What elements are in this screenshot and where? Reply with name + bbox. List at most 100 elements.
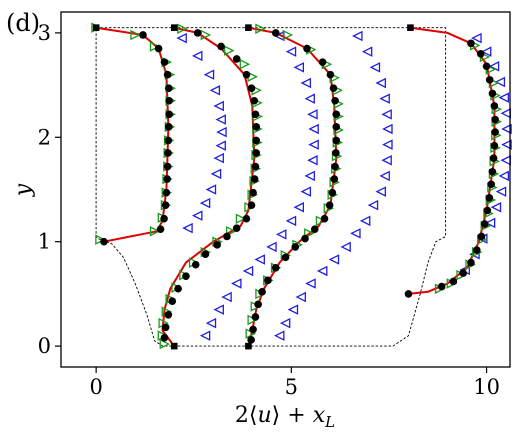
square-point xyxy=(245,24,252,31)
circle-point xyxy=(482,62,491,71)
domain-boundary xyxy=(95,27,447,347)
blue-triangle-point xyxy=(285,46,297,57)
blue-triangle-point xyxy=(242,265,254,277)
circle-point xyxy=(252,123,261,131)
profile-curve xyxy=(247,26,338,347)
blue-triangle-point xyxy=(203,69,215,80)
blue-triangle-point xyxy=(293,62,305,73)
x-axis-label: 2⟨u⟩ + xL xyxy=(235,403,335,431)
profile-curve xyxy=(408,26,496,295)
circle-point xyxy=(476,49,485,58)
circle-point xyxy=(489,154,498,162)
circle-point xyxy=(487,180,496,189)
circle-point xyxy=(490,141,499,150)
blue-triangle-point xyxy=(495,186,507,197)
circle-point xyxy=(247,201,256,209)
blue-triangle-point xyxy=(501,123,512,135)
circle-point xyxy=(271,29,280,37)
blue-triangle-point xyxy=(209,85,221,96)
circle-point xyxy=(459,269,467,277)
y-tick-label: 1 xyxy=(38,230,51,254)
profile-1 xyxy=(91,22,227,246)
circle-point xyxy=(201,250,210,259)
profile-curve xyxy=(161,26,256,347)
green-triangle-point xyxy=(159,338,171,350)
axis-ticks: 0 5 10 0 1 2 3 xyxy=(38,21,500,399)
green-triangle-point xyxy=(200,29,212,41)
circle-point xyxy=(483,206,492,215)
blue-triangle-point xyxy=(328,254,340,265)
blue-triangle-point xyxy=(379,170,390,182)
circle-point xyxy=(485,76,494,84)
circle-point xyxy=(247,84,256,93)
circle-point xyxy=(404,290,413,298)
blue-triangle-point xyxy=(191,210,203,221)
blue-triangle-point xyxy=(498,92,509,103)
blue-triangle-point xyxy=(254,254,265,265)
circle-point xyxy=(160,58,169,66)
circle-point xyxy=(467,39,475,48)
circle-point xyxy=(242,214,251,223)
circle-point xyxy=(191,260,200,269)
circle-point xyxy=(213,241,221,249)
blue-triangle-point xyxy=(361,46,373,57)
x-tick-label: 0 xyxy=(89,375,102,399)
circle-point xyxy=(320,214,329,223)
circle-point xyxy=(232,55,241,63)
x-tick-label: 5 xyxy=(285,375,298,399)
blue-triangle-point xyxy=(381,109,392,120)
circle-point xyxy=(250,175,259,183)
circle-point xyxy=(325,201,334,209)
blue-triangle-point xyxy=(279,317,291,329)
blue-triangle-point xyxy=(305,278,316,289)
blue-triangle-point xyxy=(471,32,482,44)
circle-point xyxy=(164,136,173,145)
circle-point xyxy=(326,70,335,79)
blue-triangle-point xyxy=(375,77,387,89)
circle-point xyxy=(332,123,341,131)
circle-point xyxy=(174,284,182,293)
blue-triangle-point xyxy=(500,108,511,119)
blue-triangle-point xyxy=(307,155,318,166)
blue-triangle-point xyxy=(369,62,381,73)
circle-point xyxy=(301,234,309,243)
circle-point xyxy=(252,149,261,157)
square-point xyxy=(170,24,178,31)
circle-point xyxy=(332,136,341,145)
circle-point xyxy=(258,288,266,296)
blue-triangle-point xyxy=(295,291,306,303)
circle-point xyxy=(249,325,257,334)
green-triangle-point xyxy=(304,228,315,239)
circle-point xyxy=(264,276,272,285)
blue-triangle-point xyxy=(340,241,351,253)
profile-4 xyxy=(404,24,512,298)
circle-point xyxy=(271,264,280,272)
circle-point xyxy=(491,115,499,124)
circle-point xyxy=(477,232,486,241)
y-tick-label: 3 xyxy=(38,21,51,45)
blue-triangle-point xyxy=(500,155,511,166)
green-triangle-point xyxy=(177,23,188,34)
circle-point xyxy=(193,29,202,37)
circle-point xyxy=(251,162,260,171)
circle-point xyxy=(154,44,163,53)
circle-point xyxy=(249,188,257,197)
blue-triangle-point xyxy=(484,217,496,229)
blue-triangle-point xyxy=(382,139,393,150)
blue-triangle-point xyxy=(300,77,312,89)
circle-point xyxy=(467,258,475,267)
circle-point xyxy=(217,42,225,51)
circle-point xyxy=(331,96,339,105)
circle-point xyxy=(251,313,260,321)
green-triangle-point xyxy=(130,29,141,41)
circle-point xyxy=(473,246,481,254)
circle-point xyxy=(437,282,446,291)
circle-point xyxy=(252,136,261,145)
blue-triangle-point xyxy=(488,61,500,72)
blue-triangle-point xyxy=(266,241,277,253)
square-point xyxy=(245,342,252,350)
blue-triangle-point xyxy=(287,304,299,315)
circle-point xyxy=(162,188,171,197)
circle-point xyxy=(164,123,173,131)
blue-triangle-point xyxy=(199,197,211,209)
